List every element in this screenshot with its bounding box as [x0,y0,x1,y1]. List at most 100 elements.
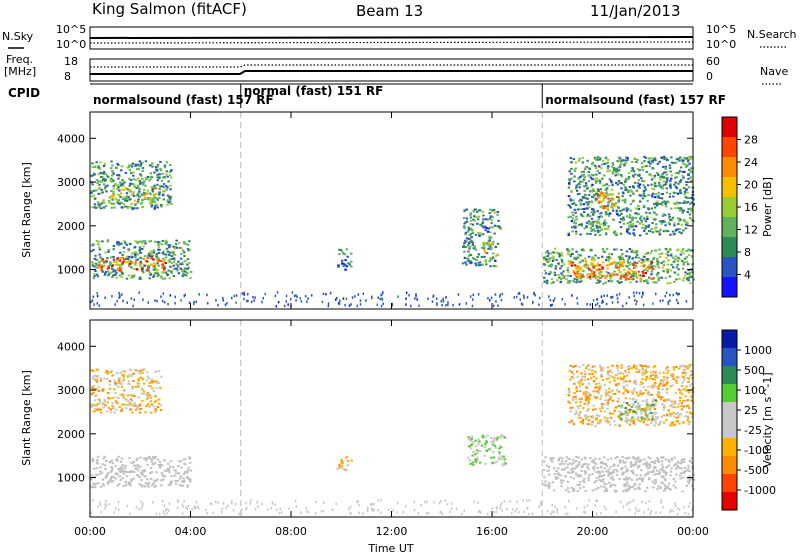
scatter-cell [612,218,616,221]
scatter-cell [609,412,612,415]
scatter-cell [141,194,144,196]
scatter-cell [492,257,496,260]
speckle-cell [108,503,110,506]
scatter-cell [472,463,475,466]
scatter-cell [665,173,668,176]
scatter-cell [475,259,478,261]
scatter-cell [479,461,482,464]
scatter-cell [585,261,588,264]
scatter-cell [557,274,560,276]
scatter-cell [637,185,641,188]
scatter-cell [140,262,143,265]
scatter-cell [586,215,589,218]
scatter-cell [680,467,684,470]
scatter-cell [675,266,679,269]
scatter-cell [579,202,582,205]
scatter-cell [601,163,604,166]
speckle-cell [100,511,102,514]
scatter-cell [105,205,108,208]
scatter-cell [583,370,587,373]
scatter-cell [95,388,98,391]
scatter-cell [626,469,629,472]
scatter-cell [131,276,134,279]
scatter-cell [132,470,136,473]
scatter-cell [662,408,666,411]
scatter-cell [597,392,600,395]
speckle-cell [358,511,360,514]
scatter-cell [675,278,678,281]
scatter-cell [141,378,145,381]
scatter-cell [186,272,189,275]
scatter-cell [553,473,557,476]
scatter-cell [477,215,480,218]
scatter-cell [631,398,635,401]
scatter-cell [609,485,612,488]
scatter-cell [688,365,692,368]
scatter-cell [671,256,675,259]
scatter-cell [567,260,570,263]
scatter-cell [632,387,636,390]
scatter-cell [584,472,587,475]
scatter-cell [156,275,159,278]
speckle-cell [180,299,182,302]
scatter-cell [633,381,636,384]
scatter-cell [625,483,628,486]
scatter-cell [619,182,622,185]
scatter-cell [482,218,485,221]
scatter-cell [586,197,589,200]
scatter-cell [679,472,683,475]
scatter-cell [123,196,126,199]
scatter-cell [636,393,639,396]
scatter-cell [122,393,125,396]
scatter-cell [657,173,660,176]
scatter-cell [98,266,101,269]
scatter-cell [674,172,678,174]
scatter-cell [139,376,142,379]
scatter-cell [479,223,482,226]
scatter-cell [127,471,130,474]
scatter-cell [161,172,164,175]
scatter-cell [345,455,349,458]
cpid-segment-label: normalsound (fast) 157 RF [93,93,274,107]
noise-right-label: N.Search [747,28,797,41]
scatter-cell [686,191,689,194]
scatter-cell [106,257,109,260]
speckle-cell [267,508,269,511]
scatter-cell [148,271,151,274]
scatter-cell [469,253,472,256]
scatter-cell [186,243,190,246]
scatter-cell [110,466,113,469]
scatter-cell [607,474,610,477]
scatter-cell [634,405,638,408]
scatter-cell [153,457,156,460]
scatter-cell [690,415,694,418]
scatter-cell [585,393,588,396]
scatter-cell [611,483,614,486]
speckle-cell [595,499,597,503]
speckle-cell [99,501,101,504]
speckle-cell [373,502,375,506]
scatter-cell [690,209,693,212]
scatter-cell [656,459,660,462]
scatter-cell [679,158,682,161]
scatter-cell [145,456,148,459]
scatter-cell [111,195,114,197]
scatter-cell [635,367,638,370]
scatter-cell [591,183,594,186]
scatter-cell [97,202,100,205]
scatter-cell [689,282,692,285]
scatter-cell [183,462,186,465]
scatter-cell [136,252,139,255]
speckle-cell [635,303,637,306]
scatter-region [90,368,163,414]
scatter-cell [557,252,561,255]
scatter-cell [645,409,648,412]
scatter-cell [621,159,624,162]
scatter-cell [170,255,174,258]
scatter-cell [619,226,623,229]
scatter-cell [587,194,591,196]
scatter-cell [133,207,136,210]
scatter-cell [649,404,652,407]
scatter-cell [685,261,688,263]
scatter-cell [577,273,581,276]
